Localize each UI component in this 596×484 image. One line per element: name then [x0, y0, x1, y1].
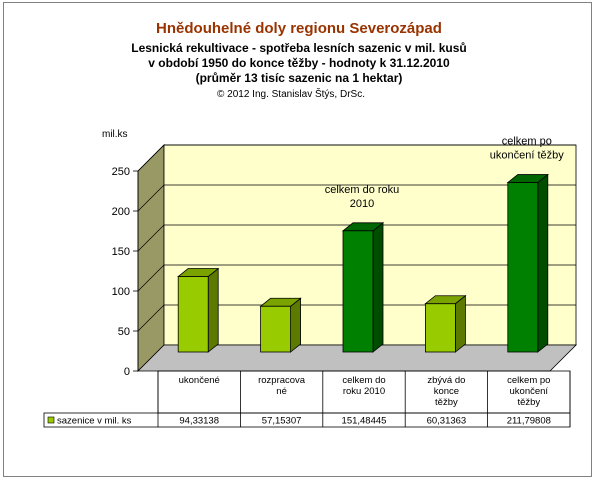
category-label: rozpracova [258, 375, 306, 386]
legend-key [47, 416, 55, 424]
category-label: ukončení [510, 386, 549, 397]
category-label: ukončené [179, 375, 220, 386]
gridline [137, 184, 576, 212]
chart-subtitle-line-1: Lesnická rekultivace - spotřeba lesních … [131, 41, 466, 55]
category-label: těžby [517, 397, 540, 408]
bar [507, 182, 539, 353]
legend-label: sazenice v mil. ks [57, 416, 132, 427]
chart-subtitle-line-3: (průměr 13 tisíc sazenic na 1 hektar) [196, 71, 403, 85]
bar [177, 276, 209, 353]
data-value-label: 57,15307 [262, 416, 302, 427]
bar-side [207, 267, 219, 353]
y-tick-label: 50 [118, 326, 130, 338]
y-axis-label: mil.ks [102, 129, 128, 140]
chart-subtitle-line-2: v období 1950 do konce těžby - hodnoty k… [148, 56, 450, 70]
y-tick-label: 0 [124, 366, 130, 378]
bar-side [537, 173, 549, 353]
category-label: těžby [435, 397, 458, 408]
gridline [137, 144, 576, 172]
bar [424, 303, 456, 353]
category-label: zbývá do [427, 375, 465, 386]
y-tick-label: 100 [112, 286, 130, 298]
category-label: celkem do [342, 375, 385, 386]
y-tick-label: 200 [112, 206, 130, 218]
data-value-label: 60,31363 [427, 416, 467, 427]
chart-title: Hnědouhelné doly regionu Severozápad [156, 20, 442, 37]
copyright-text: © 2012 Ing. Stanislav Štýs, DrSc. [217, 87, 365, 100]
plot-area: 0 50 100 150 200 250 celkem do roku 2010 celkem … [43, 136, 577, 428]
category-label: né [276, 386, 287, 397]
data-value-label: 211,79808 [507, 416, 551, 427]
bar-annotation: celkem po [502, 136, 552, 148]
category-label: celkem po [507, 375, 550, 386]
side-wall [137, 144, 165, 372]
bar [342, 230, 374, 353]
bar-side [454, 294, 466, 353]
chart-frame: Hnědouhelné doly regionu Severozápad Les… [3, 2, 592, 477]
data-value-label: 151,48445 [342, 416, 387, 427]
y-tick-label: 250 [112, 166, 130, 178]
category-label: konce [434, 386, 459, 397]
category-label: roku 2010 [343, 386, 385, 397]
bar-annotation: 2010 [350, 198, 374, 210]
bar [260, 305, 292, 353]
gridline [137, 264, 576, 292]
bar-annotation: celkem do roku [325, 184, 400, 196]
bar-side [372, 221, 384, 353]
bar-side [290, 297, 302, 353]
y-tick-label: 150 [112, 246, 130, 258]
bar-annotation: ukončení těžby [490, 150, 564, 162]
chart-svg: Hnědouhelné doly regionu Severozápad Les… [43, 20, 577, 428]
gridline [137, 224, 576, 252]
data-value-label: 94,33138 [179, 416, 219, 427]
